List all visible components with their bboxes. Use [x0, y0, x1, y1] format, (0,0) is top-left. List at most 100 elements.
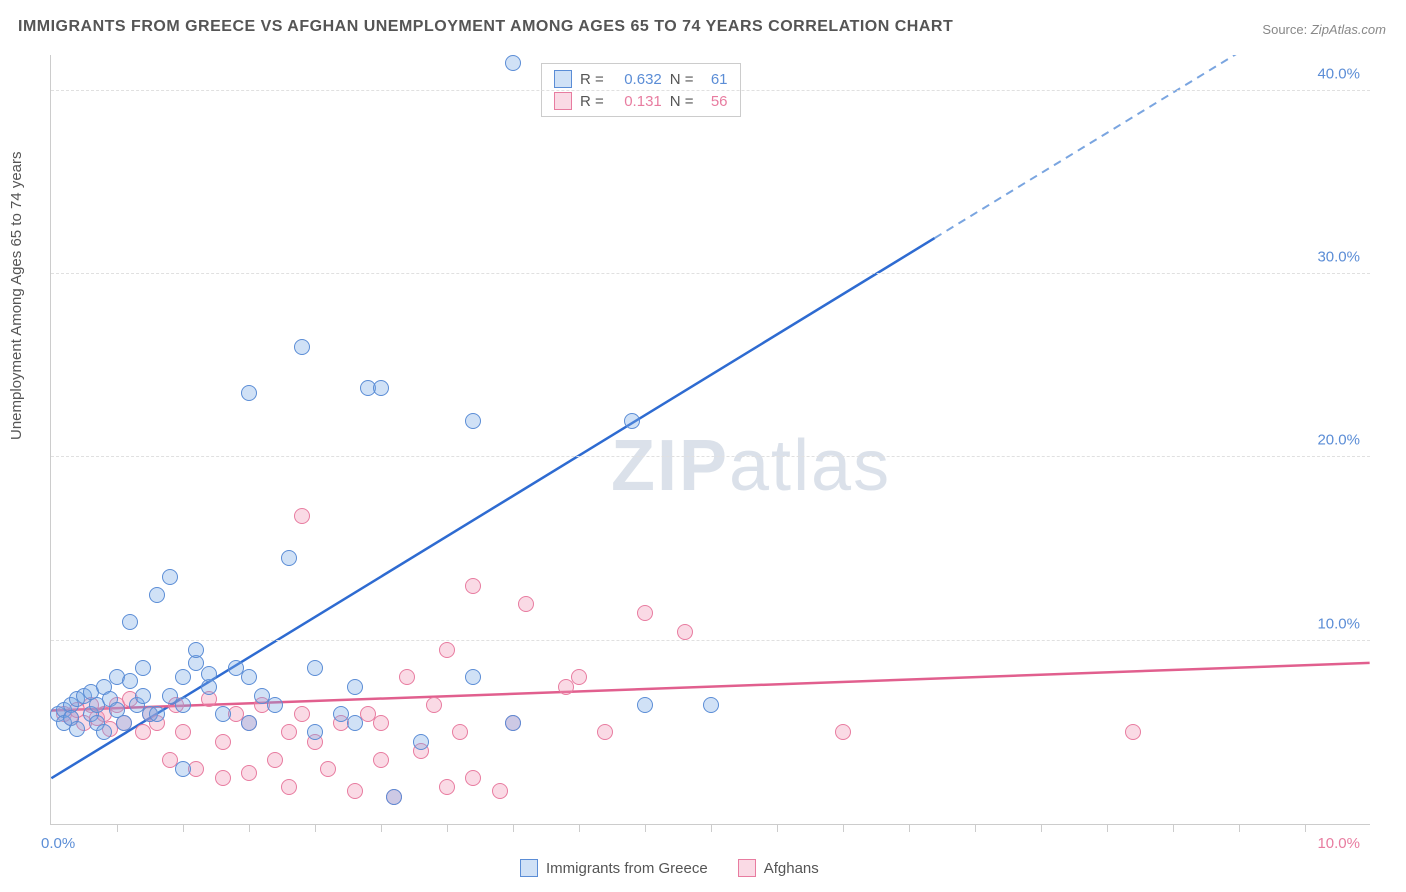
x-tick — [183, 824, 184, 832]
legend-label-series2: Afghans — [764, 860, 819, 877]
data-point — [69, 721, 85, 737]
data-point — [281, 724, 297, 740]
data-point — [96, 724, 112, 740]
data-point — [135, 688, 151, 704]
watermark: ZIPatlas — [611, 425, 891, 507]
grid-line — [51, 273, 1370, 274]
legend-r-value-series1: 0.632 — [612, 71, 662, 88]
grid-line — [51, 640, 1370, 641]
data-point — [465, 770, 481, 786]
data-point — [175, 724, 191, 740]
watermark-zip: ZIP — [611, 426, 729, 506]
data-point — [505, 55, 521, 71]
plot-area: ZIPatlas R = 0.632 N = 61 R = 0.131 N = … — [50, 55, 1370, 825]
data-point — [149, 587, 165, 603]
x-tick — [909, 824, 910, 832]
legend-swatch-series1 — [554, 70, 572, 88]
data-point — [215, 734, 231, 750]
data-point — [465, 578, 481, 594]
data-point — [426, 697, 442, 713]
data-point — [241, 715, 257, 731]
data-point — [307, 660, 323, 676]
data-point — [703, 697, 719, 713]
x-tick — [645, 824, 646, 832]
legend-item-series1: Immigrants from Greece — [520, 859, 708, 877]
data-point — [281, 550, 297, 566]
watermark-atlas: atlas — [729, 426, 891, 506]
y-tick-label: 20.0% — [1317, 432, 1360, 449]
x-tick — [1239, 824, 1240, 832]
grid-line — [51, 90, 1370, 91]
data-point — [241, 385, 257, 401]
data-point — [175, 669, 191, 685]
chart-title: IMMIGRANTS FROM GREECE VS AFGHAN UNEMPLO… — [18, 18, 953, 36]
x-tick — [513, 824, 514, 832]
data-point — [597, 724, 613, 740]
data-point — [241, 765, 257, 781]
source-attribution: Source: ZipAtlas.com — [1262, 22, 1386, 37]
legend-n-value-series1: 61 — [702, 71, 728, 88]
data-point — [116, 715, 132, 731]
data-point — [281, 779, 297, 795]
x-tick — [711, 824, 712, 832]
data-point — [1125, 724, 1141, 740]
data-point — [373, 380, 389, 396]
x-tick — [1107, 824, 1108, 832]
x-tick — [381, 824, 382, 832]
data-point — [175, 761, 191, 777]
legend-item-series2: Afghans — [738, 859, 819, 877]
legend-n-label: N = — [670, 93, 694, 110]
x-axis-max-label: 10.0% — [1317, 835, 1360, 852]
data-point — [465, 669, 481, 685]
x-tick — [1305, 824, 1306, 832]
x-tick — [249, 824, 250, 832]
data-point — [215, 770, 231, 786]
data-point — [175, 697, 191, 713]
grid-line — [51, 456, 1370, 457]
x-tick — [843, 824, 844, 832]
x-tick — [975, 824, 976, 832]
data-point — [518, 596, 534, 612]
data-point — [201, 666, 217, 682]
data-point — [149, 706, 165, 722]
data-point — [386, 789, 402, 805]
data-point — [373, 752, 389, 768]
legend-row-series2: R = 0.131 N = 56 — [554, 90, 728, 112]
y-axis-title: Unemployment Among Ages 65 to 74 years — [8, 151, 25, 440]
y-tick-label: 30.0% — [1317, 249, 1360, 266]
data-point — [373, 715, 389, 731]
data-point — [347, 679, 363, 695]
data-point — [122, 673, 138, 689]
x-axis-min-label: 0.0% — [41, 835, 75, 852]
legend-label-series1: Immigrants from Greece — [546, 860, 708, 877]
data-point — [465, 413, 481, 429]
data-point — [439, 642, 455, 658]
x-tick — [1041, 824, 1042, 832]
data-point — [452, 724, 468, 740]
legend-r-value-series2: 0.131 — [612, 93, 662, 110]
data-point — [347, 715, 363, 731]
legend-swatch-series2 — [738, 859, 756, 877]
x-tick — [777, 824, 778, 832]
data-point — [571, 669, 587, 685]
x-tick — [315, 824, 316, 832]
data-point — [320, 761, 336, 777]
legend-n-label: N = — [670, 71, 694, 88]
y-tick-label: 40.0% — [1317, 65, 1360, 82]
legend-n-value-series2: 56 — [702, 93, 728, 110]
data-point — [267, 697, 283, 713]
legend-r-label: R = — [580, 93, 604, 110]
source-value: ZipAtlas.com — [1311, 22, 1386, 37]
data-point — [835, 724, 851, 740]
data-point — [267, 752, 283, 768]
data-point — [413, 734, 429, 750]
legend-r-label: R = — [580, 71, 604, 88]
legend-swatch-series2 — [554, 92, 572, 110]
data-point — [492, 783, 508, 799]
data-point — [135, 660, 151, 676]
legend-swatch-series1 — [520, 859, 538, 877]
data-point — [294, 508, 310, 524]
data-point — [637, 605, 653, 621]
data-point — [677, 624, 693, 640]
y-tick-label: 10.0% — [1317, 615, 1360, 632]
